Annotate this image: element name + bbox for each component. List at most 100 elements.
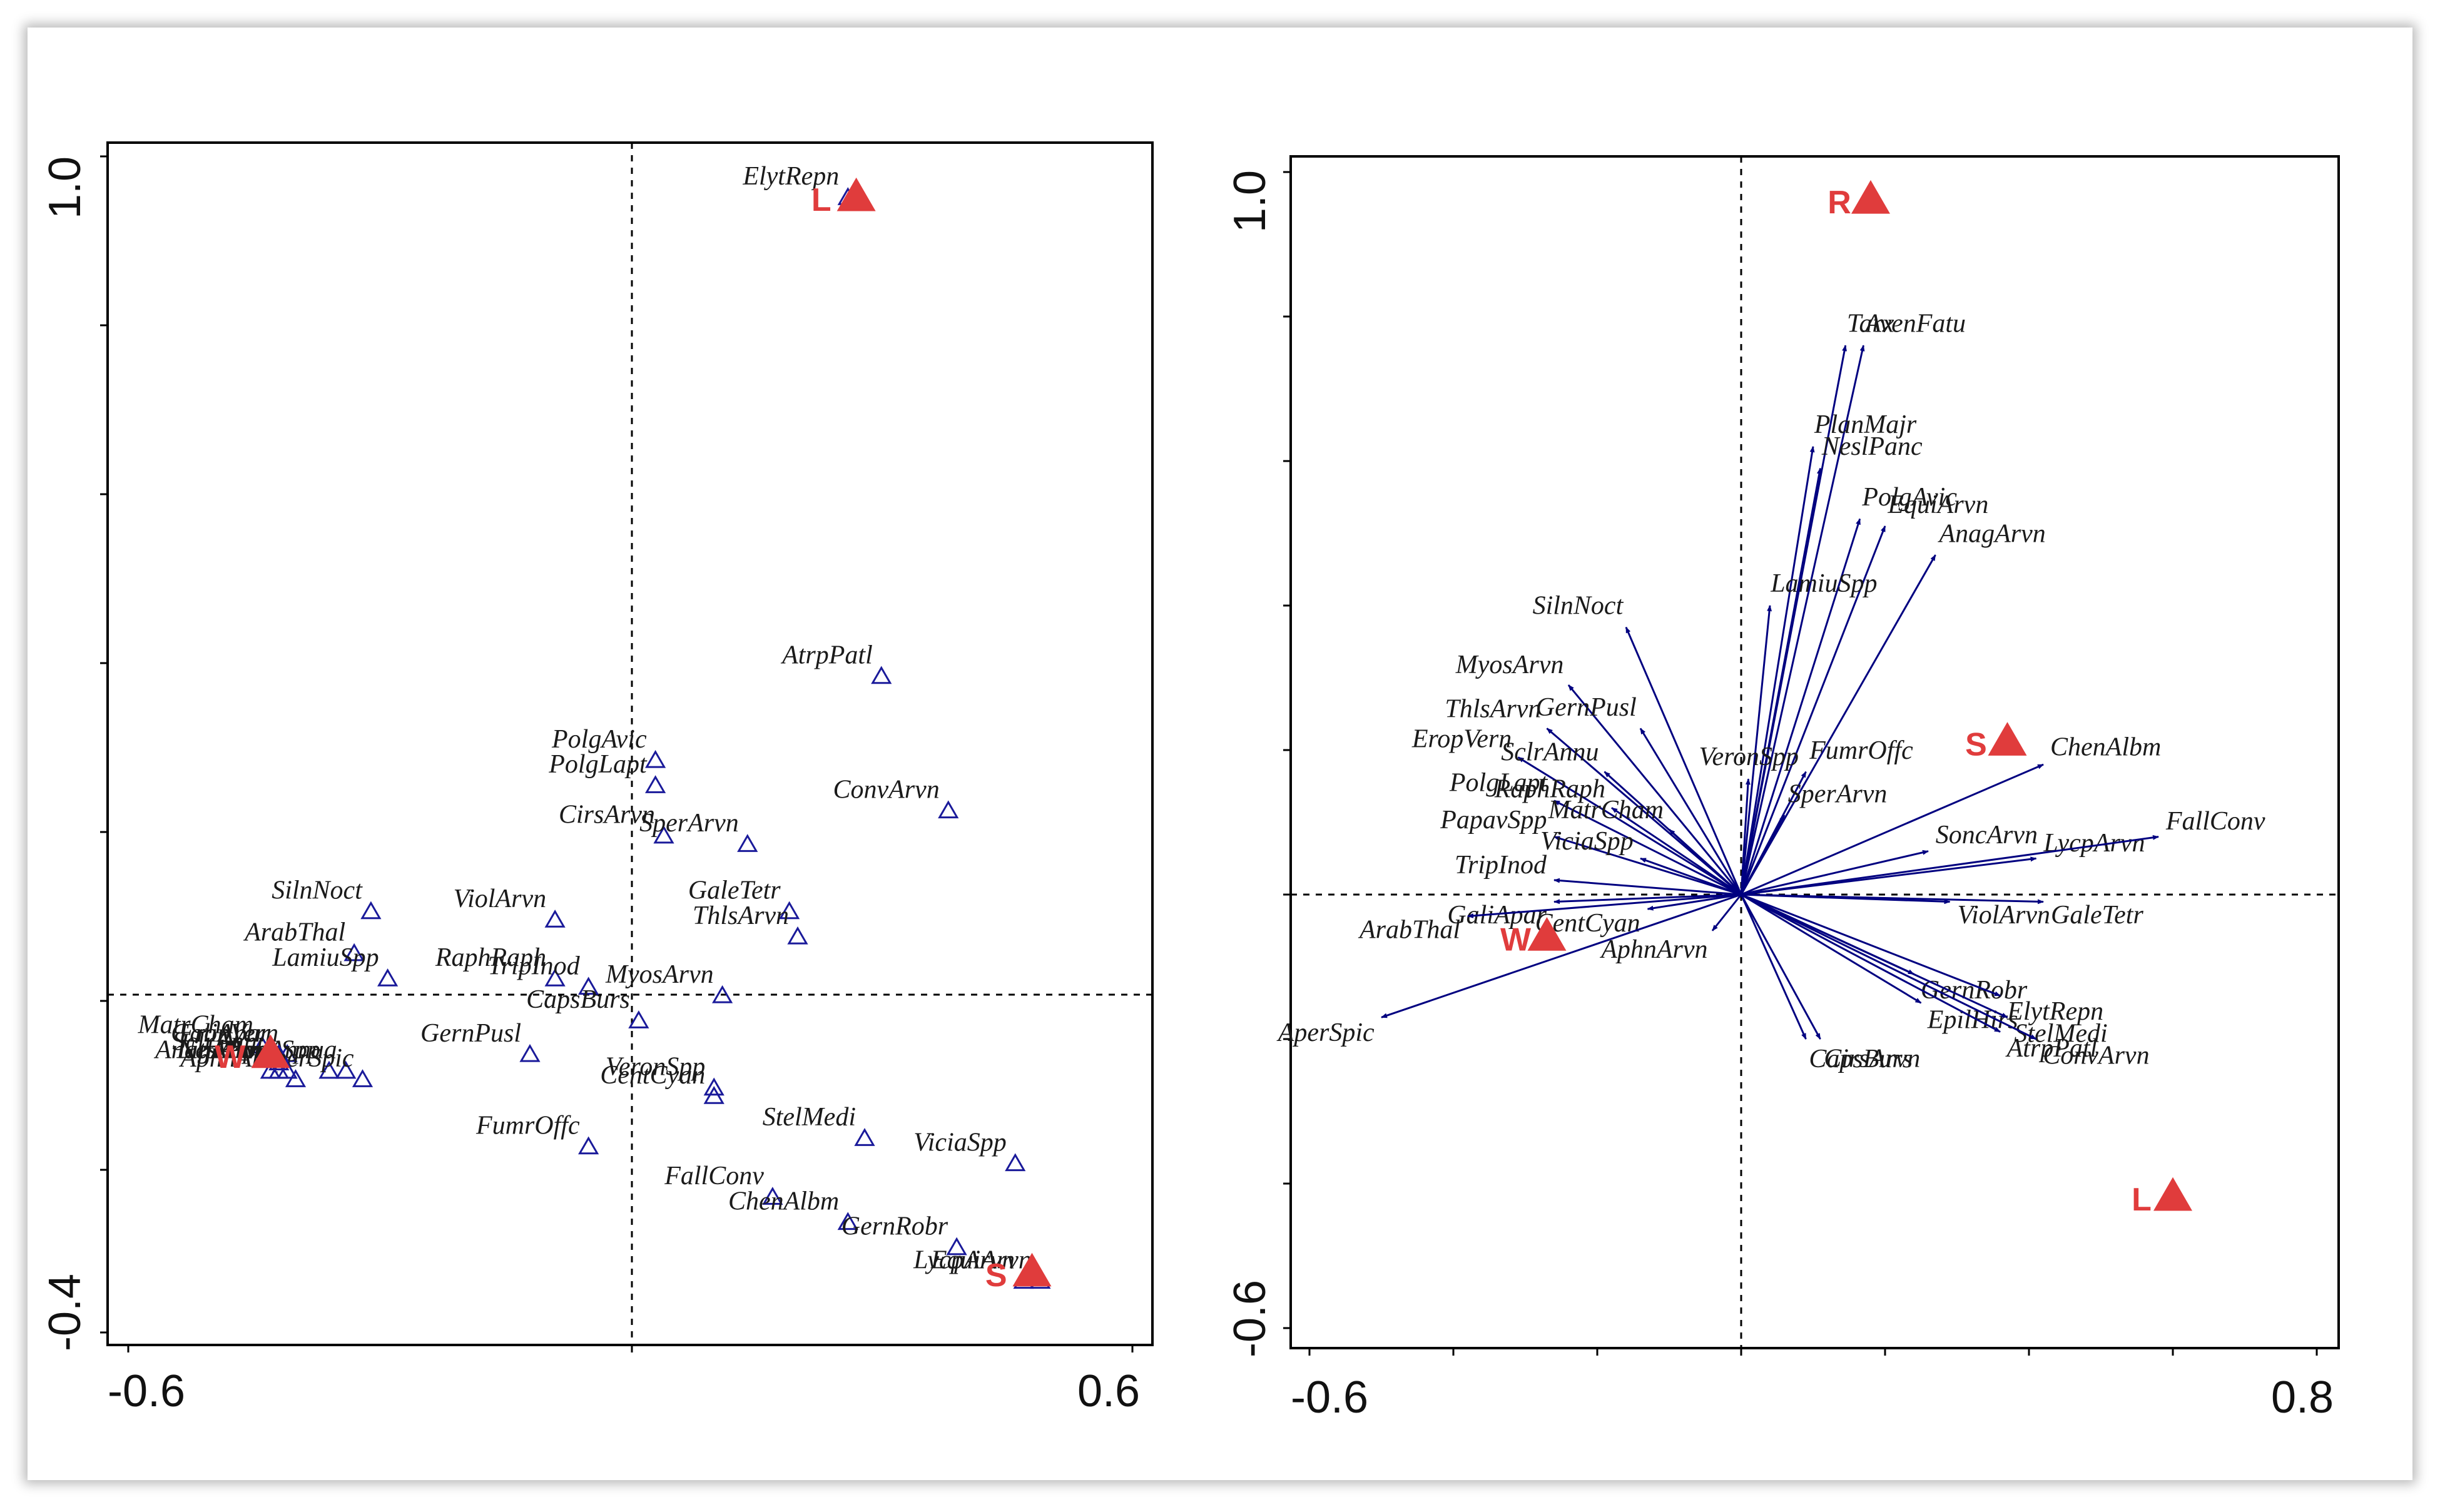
left-species-label-eropvern: EropVern xyxy=(178,1019,278,1048)
left-species-label-sclrannu: SclrAnnu xyxy=(172,1027,270,1056)
right-species-label-aperspic: AperSpic xyxy=(1276,1018,1375,1047)
left-species-label-litharvn: LithArvn xyxy=(176,1036,270,1065)
right-species-label-arabthal: ArabThal xyxy=(1358,916,1460,945)
right-species-label-polglapt: PolgLapt xyxy=(1449,768,1548,797)
right-env-label-w: W xyxy=(1500,921,1532,958)
left-species-point-arabthal xyxy=(343,943,365,961)
left-species-label-thlsarvn: ThlsArvn xyxy=(693,901,789,930)
right-species-label-planmajr: PlanMajr xyxy=(1814,410,1917,439)
left-species-label-silnnoct: SilnNoct xyxy=(272,876,363,905)
left-species-label-myosarvn: MyosArvn xyxy=(605,960,714,989)
right-species-arrow-avenfatu xyxy=(1740,345,1865,895)
left-species-label-fallconv: FallConv xyxy=(664,1162,764,1190)
left-species-point-centcyan xyxy=(703,1085,724,1104)
left-species-label-galetetr: GaleTetr xyxy=(688,876,781,905)
right-species-arrow-eropvern xyxy=(1517,756,1742,896)
left-species-label-viciaspp: ViciaSpp xyxy=(913,1128,1007,1157)
right-species-label-neslpanc: NeslPanc xyxy=(1821,432,1923,461)
right-species-label-sclrannu: SclrAnnu xyxy=(1501,738,1599,767)
right-species-label-silnnoct: SilnNoct xyxy=(1533,592,1624,621)
left-species-label-cirsarvn: CirsArvn xyxy=(559,801,655,830)
right-species-label-polgavic: PolgAvic xyxy=(1861,483,1957,512)
left-y-tick-label-max: 1.0 xyxy=(40,156,90,219)
right-species-arrow-tripinod xyxy=(1553,878,1742,896)
right-species-arrow-fallconv xyxy=(1741,835,2159,896)
right-species-arrow-cirsarvn xyxy=(1740,894,1821,1040)
left-species-point-galetetr xyxy=(779,901,800,920)
left-species-label-anagarvn: AnagArvn xyxy=(153,1036,262,1065)
left-species-label-stelmedi: StelMedi xyxy=(763,1103,856,1132)
right-species-label-fumroffc: FumrOffc xyxy=(1809,736,1913,765)
right-species-label-chenalbm: ChenAlbm xyxy=(2050,733,2161,761)
right-species-label-violarvn: ViolArvn xyxy=(1957,901,2050,930)
left-env-point-w xyxy=(251,1034,290,1068)
right-species-label-atrppatl: AtrpPatl xyxy=(2005,1034,2098,1063)
right-species-label-lamiuspp: LamiuSpp xyxy=(1770,569,1877,598)
left-species-point-veronspp xyxy=(703,1077,724,1096)
right-species-label-matrcham: MatrCham xyxy=(1548,796,1664,824)
left-species-label-fumroffc: FumrOffc xyxy=(475,1112,580,1140)
right-species-label-papavspp: PapavSpp xyxy=(1440,806,1547,835)
right-species-arrow-myosarvn xyxy=(1567,684,1742,895)
left-species-point-gernpusl xyxy=(519,1043,541,1062)
left-species-point-polgavic xyxy=(645,749,666,768)
left-env-label-w: W xyxy=(215,1039,246,1075)
left-species-label-galiapar: GaliApar xyxy=(171,1019,270,1048)
right-axis-ticks xyxy=(1283,171,2318,1356)
left-env-label-s: S xyxy=(985,1257,1007,1294)
left-species-point-poaannua xyxy=(335,1060,357,1079)
right-species-arrow-sperarvn xyxy=(1740,814,1786,895)
right-species-label-anagarvn: AnagArvn xyxy=(1937,520,2045,549)
left-species-point-viciaspp xyxy=(1005,1153,1026,1172)
left-panel: -0.6 0.6 1.0 -0.4 ElytRepn AtrpPatl PolgAv… xyxy=(40,141,1154,1416)
left-species-point-aperspic xyxy=(352,1069,374,1087)
right-species-arrow-equiarvn xyxy=(1740,525,1886,895)
left-species-point-violarvn xyxy=(544,909,566,928)
left-species-point-capsburs xyxy=(628,1010,649,1028)
right-env-point-r xyxy=(1851,180,1890,214)
right-species-arrow-raphraph xyxy=(1611,807,1742,896)
right-species-label-tarx: Tarx xyxy=(1847,309,1894,338)
left-y-tick-label-min: -0.4 xyxy=(40,1274,90,1351)
left-species-label-elytrepn: ElytRepn xyxy=(742,162,839,191)
right-x-tick-label-max: 0.8 xyxy=(2271,1372,2334,1423)
left-species-point-fallconv xyxy=(762,1187,783,1205)
right-species-arrow-veronspp xyxy=(1740,778,1751,895)
left-species-label-lycparvn: LycpArvn xyxy=(913,1246,1015,1274)
left-species-label-sperarvn: SperArvn xyxy=(639,809,739,838)
right-species-label-soncarvn: SoncArvn xyxy=(1936,821,2038,850)
right-species-arrow-polgavic xyxy=(1740,518,1861,895)
left-env-label-l: L xyxy=(811,182,831,218)
left-species-point-lamiuspp xyxy=(377,968,399,987)
left-species-point-litharvn xyxy=(268,1060,290,1079)
left-species-label-arabthal: ArabThal xyxy=(243,918,345,947)
right-y-tick-label-min: -0.6 xyxy=(1225,1280,1275,1357)
right-species-arrow-elytrepn xyxy=(1741,893,2001,997)
right-env-label-l: L xyxy=(2132,1182,2152,1218)
left-species-label-atrppatl: AtrpPatl xyxy=(780,641,873,670)
left-species-label-gernrobr: GernRobr xyxy=(841,1212,948,1241)
right-species-arrow-lamiuspp xyxy=(1740,605,1772,895)
right-env-point-s xyxy=(1988,722,2027,756)
right-species-arrow-atrppatl xyxy=(1741,893,2001,1033)
left-species-label-matrcham: MatrCham xyxy=(138,1010,253,1039)
right-species-label-fallconv: FallConv xyxy=(2165,807,2265,836)
right-species-arrow-aphnarvn xyxy=(1711,894,1742,931)
right-species-arrow-aperspic xyxy=(1381,893,1742,1018)
left-species-label-chenalbm: ChenAlbm xyxy=(728,1187,839,1215)
right-species-arrow-soncarvn xyxy=(1741,850,1929,896)
right-species-label-eropvern: EropVern xyxy=(1411,724,1512,753)
left-species-point-polglapt xyxy=(645,775,666,793)
left-species-point-sperarvn xyxy=(737,834,758,852)
left-plot-border xyxy=(106,141,1154,1346)
right-species-label-lycparvn: LycpArvn xyxy=(2043,829,2145,858)
left-species-point-papavspp xyxy=(318,1060,340,1079)
right-x-tick-label-min: -0.6 xyxy=(1291,1372,1368,1423)
right-species-label-gernpusl: GernPusl xyxy=(1536,693,1637,722)
right-species-label-elytrepn: ElytRepn xyxy=(2006,997,2103,1026)
right-species-arrow-galiapar xyxy=(1553,893,1742,905)
right-env-point-w xyxy=(1527,917,1567,951)
right-y-tick-label-max: 1.0 xyxy=(1225,170,1275,233)
left-x-tick-label-max: 0.6 xyxy=(1077,1366,1140,1416)
right-species-label-stelmedi: StelMedi xyxy=(2014,1019,2107,1048)
